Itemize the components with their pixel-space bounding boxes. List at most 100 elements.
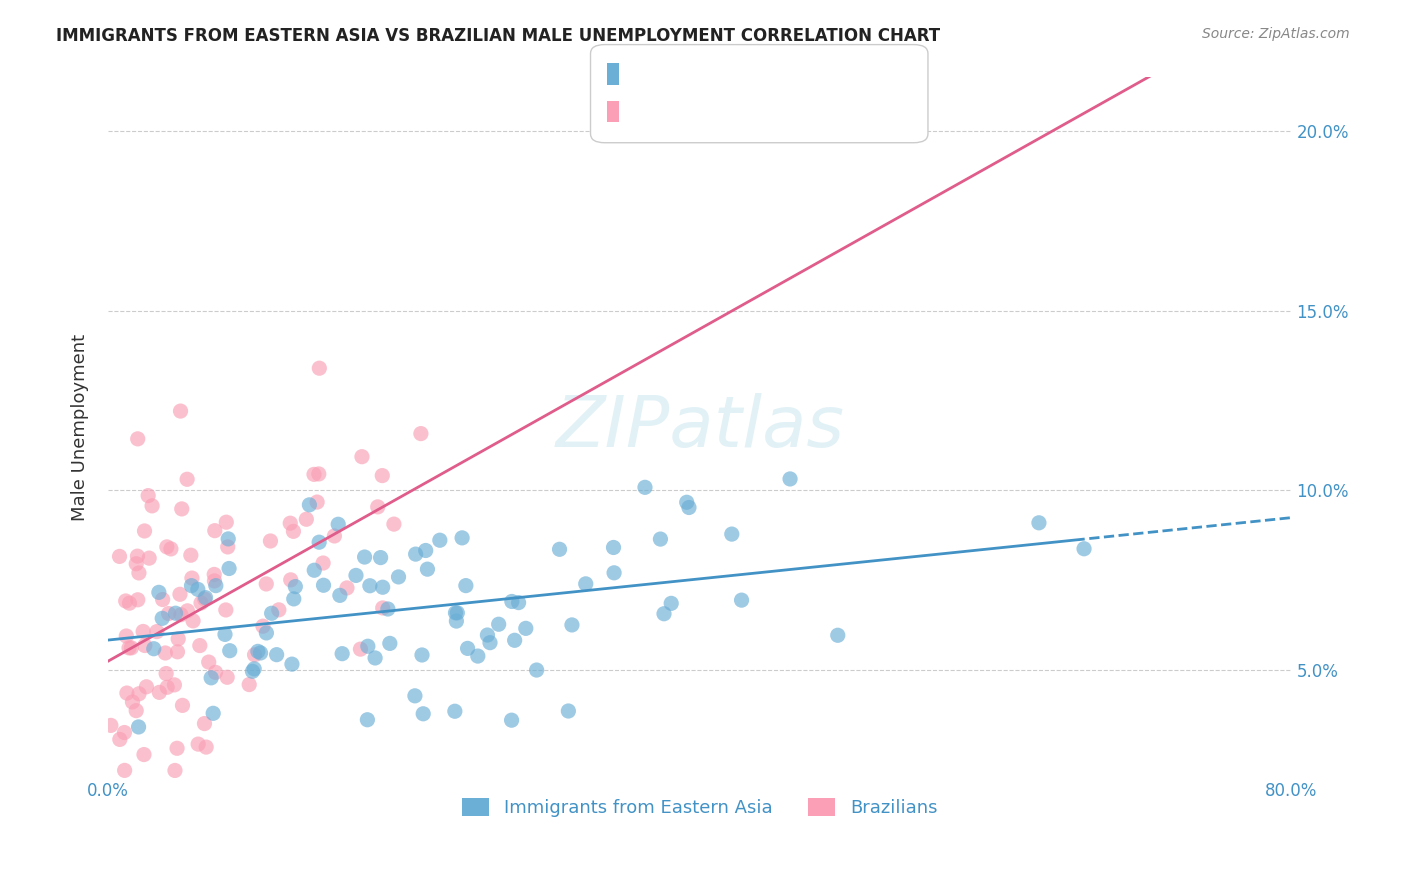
Brazilians (181, 571, 204, 585)
Brazilians (371, 468, 394, 483)
Brazilians (160, 541, 183, 556)
Brazilians (217, 540, 239, 554)
Immigrants from Eastern Asia (128, 720, 150, 734)
Immigrants from Eastern Asia (246, 644, 269, 658)
Brazilians (382, 517, 405, 532)
Text: IMMIGRANTS FROM EASTERN ASIA VS BRAZILIAN MALE UNEMPLOYMENT CORRELATION CHART: IMMIGRANTS FROM EASTERN ASIA VS BRAZILIA… (56, 27, 941, 45)
Immigrants from Eastern Asia (444, 704, 467, 718)
Brazilians (148, 685, 170, 699)
Brazilians (100, 718, 122, 732)
Brazilians (138, 551, 160, 566)
Immigrants from Eastern Asia (281, 657, 304, 672)
Immigrants from Eastern Asia (557, 704, 579, 718)
Brazilians (367, 500, 389, 514)
Brazilians (323, 529, 346, 543)
Immigrants from Eastern Asia (730, 593, 752, 607)
Brazilians (135, 680, 157, 694)
Brazilians (107, 807, 129, 822)
Brazilians (243, 648, 266, 662)
Immigrants from Eastern Asia (720, 527, 742, 541)
Brazilians (157, 607, 180, 621)
Immigrants from Eastern Asia (467, 649, 489, 664)
Immigrants from Eastern Asia (387, 570, 409, 584)
Immigrants from Eastern Asia (370, 550, 392, 565)
Brazilians (204, 574, 226, 588)
Immigrants from Eastern Asia (634, 480, 657, 494)
Brazilians (267, 603, 290, 617)
Brazilians (118, 596, 141, 610)
Immigrants from Eastern Asia (650, 532, 672, 546)
Brazilians (193, 716, 215, 731)
Immigrants from Eastern Asia (678, 500, 700, 515)
Text: N = 91: N = 91 (749, 101, 817, 119)
Brazilians (115, 629, 138, 643)
Brazilians (156, 680, 179, 694)
Brazilians (217, 670, 239, 684)
Immigrants from Eastern Asia (254, 626, 277, 640)
Brazilians (278, 516, 301, 531)
Immigrants from Eastern Asia (561, 618, 583, 632)
Brazilians (132, 624, 155, 639)
Immigrants from Eastern Asia (411, 648, 433, 662)
Immigrants from Eastern Asia (218, 561, 240, 575)
Immigrants from Eastern Asia (405, 547, 427, 561)
Immigrants from Eastern Asia (603, 566, 626, 580)
Immigrants from Eastern Asia (1028, 516, 1050, 530)
Brazilians (176, 604, 198, 618)
Brazilians (163, 678, 186, 692)
Brazilians (195, 740, 218, 755)
Brazilians (128, 566, 150, 580)
Immigrants from Eastern Asia (194, 591, 217, 605)
Text: R = 0.360: R = 0.360 (623, 65, 721, 83)
Immigrants from Eastern Asia (356, 713, 378, 727)
Immigrants from Eastern Asia (217, 532, 239, 546)
Immigrants from Eastern Asia (602, 541, 624, 555)
Immigrants from Eastern Asia (150, 611, 173, 625)
Brazilians (302, 467, 325, 482)
Immigrants from Eastern Asia (344, 568, 367, 582)
Brazilians (409, 426, 432, 441)
Immigrants from Eastern Asia (187, 582, 209, 597)
Brazilians (120, 640, 142, 655)
Immigrants from Eastern Asia (353, 549, 375, 564)
Immigrants from Eastern Asia (202, 706, 225, 721)
Brazilians (155, 646, 177, 660)
Immigrants from Eastern Asia (218, 643, 240, 657)
Brazilians (371, 601, 394, 615)
Brazilians (283, 524, 305, 539)
Brazilians (188, 639, 211, 653)
Immigrants from Eastern Asia (200, 671, 222, 685)
Brazilians (169, 404, 191, 418)
Immigrants from Eastern Asia (357, 640, 380, 654)
Brazilians (118, 640, 141, 655)
Brazilians (197, 655, 219, 669)
Immigrants from Eastern Asia (283, 591, 305, 606)
Immigrants from Eastern Asia (1073, 541, 1095, 556)
Immigrants from Eastern Asia (415, 543, 437, 558)
Brazilians (166, 741, 188, 756)
Immigrants from Eastern Asia (575, 577, 598, 591)
Text: ZIPatlas: ZIPatlas (555, 393, 844, 462)
Brazilians (156, 540, 179, 554)
Brazilians (254, 577, 277, 591)
Immigrants from Eastern Asia (446, 614, 468, 628)
Immigrants from Eastern Asia (260, 607, 283, 621)
Immigrants from Eastern Asia (444, 606, 467, 620)
Immigrants from Eastern Asia (548, 542, 571, 557)
Brazilians (307, 495, 329, 509)
Text: R = 0.429: R = 0.429 (623, 101, 721, 119)
Brazilians (108, 732, 131, 747)
Brazilians (115, 686, 138, 700)
Immigrants from Eastern Asia (779, 472, 801, 486)
Brazilians (312, 556, 335, 570)
Immigrants from Eastern Asia (304, 563, 326, 577)
Brazilians (127, 592, 149, 607)
Brazilians (349, 642, 371, 657)
Immigrants from Eastern Asia (214, 627, 236, 641)
Brazilians (141, 499, 163, 513)
Immigrants from Eastern Asia (308, 535, 330, 549)
Immigrants from Eastern Asia (675, 495, 697, 509)
Immigrants from Eastern Asia (457, 641, 479, 656)
Immigrants from Eastern Asia (446, 606, 468, 620)
Brazilians (308, 467, 330, 481)
